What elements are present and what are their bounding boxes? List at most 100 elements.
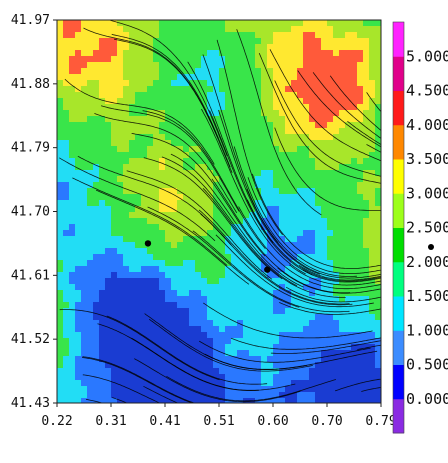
field-cell (237, 80, 244, 87)
field-cell (255, 296, 262, 303)
field-cell (315, 362, 322, 369)
field-cell (303, 230, 310, 237)
field-cell (321, 254, 328, 261)
field-cell (153, 296, 160, 303)
field-cell (237, 140, 244, 147)
field-cell (177, 224, 184, 231)
field-cell (273, 56, 280, 63)
field-cell (105, 146, 112, 153)
field-cell (369, 92, 376, 99)
field-cell (147, 128, 154, 135)
field-cell (255, 128, 262, 135)
field-cell (357, 68, 364, 75)
field-cell (213, 392, 220, 399)
field-cell (207, 314, 214, 321)
field-cell (321, 74, 328, 81)
streamline (148, 318, 313, 372)
field-cell (105, 20, 112, 27)
field-cell (351, 128, 358, 135)
field-cell (357, 62, 364, 69)
field-cell (147, 350, 154, 357)
field-cell (315, 140, 322, 147)
field-cell (351, 290, 358, 297)
field-cell (303, 26, 310, 33)
field-cell (237, 44, 244, 51)
field-cell (93, 302, 100, 309)
field-cell (93, 338, 100, 345)
field-cell (261, 116, 268, 123)
field-cell (63, 20, 70, 27)
field-cell (237, 128, 244, 135)
field-cell (105, 212, 112, 219)
field-cell (93, 182, 100, 189)
field-cell (69, 248, 76, 255)
field-cell (357, 374, 364, 381)
field-cell (183, 62, 190, 69)
field-cell (243, 170, 250, 177)
field-cell (201, 362, 208, 369)
field-cell (75, 218, 82, 225)
field-cell (267, 344, 274, 351)
field-cell (219, 26, 226, 33)
field-cell (237, 176, 244, 183)
field-cell (141, 362, 148, 369)
field-cell (153, 206, 160, 213)
field-cell (213, 104, 220, 111)
field-cell (321, 206, 328, 213)
field-cell (237, 116, 244, 123)
field-cell (159, 308, 166, 315)
field-cell (285, 242, 292, 249)
field-cell (153, 284, 160, 291)
field-cell (189, 152, 196, 159)
field-cell (93, 26, 100, 33)
field-cell (189, 44, 196, 51)
field-cell (345, 176, 352, 183)
field-cell (255, 152, 262, 159)
field-cell (177, 392, 184, 399)
field-cell (207, 398, 214, 403)
field-cell (213, 326, 220, 333)
field-cell (267, 158, 274, 165)
field-cell (99, 386, 106, 393)
field-cell (141, 194, 148, 201)
field-cell (213, 26, 220, 33)
field-cell (363, 164, 370, 171)
field-cell (357, 38, 364, 45)
field-cell (189, 26, 196, 33)
field-cell (333, 398, 340, 403)
field-cell (129, 338, 136, 345)
field-cell (297, 362, 304, 369)
field-cell (231, 134, 238, 141)
field-cell (249, 392, 256, 399)
field-cell (75, 116, 82, 123)
field-cell (171, 296, 178, 303)
field-cell (153, 170, 160, 177)
field-cell (123, 32, 130, 39)
field-cell (123, 98, 130, 105)
field-cell (243, 44, 250, 51)
field-cell (261, 290, 268, 297)
field-cell (201, 170, 208, 177)
field-cell (165, 338, 172, 345)
field-cell (111, 122, 118, 129)
field-cell (351, 332, 358, 339)
field-cell (183, 302, 190, 309)
field-cell (225, 320, 232, 327)
colorbar-label: 2.500 (406, 219, 448, 237)
field-cell (123, 242, 130, 249)
field-cell (69, 80, 76, 87)
field-cell (327, 104, 334, 111)
field-cell (153, 350, 160, 357)
field-cell (87, 398, 94, 403)
field-cell (225, 62, 232, 69)
field-cell (267, 74, 274, 81)
field-cell (195, 38, 202, 45)
field-cell (147, 386, 154, 393)
field-cell (105, 248, 112, 255)
field-cell (177, 260, 184, 267)
field-cell (279, 38, 286, 45)
field-cell (309, 338, 316, 345)
streamline (211, 178, 351, 294)
field-cell (249, 308, 256, 315)
colorbar-swatch (393, 56, 404, 91)
